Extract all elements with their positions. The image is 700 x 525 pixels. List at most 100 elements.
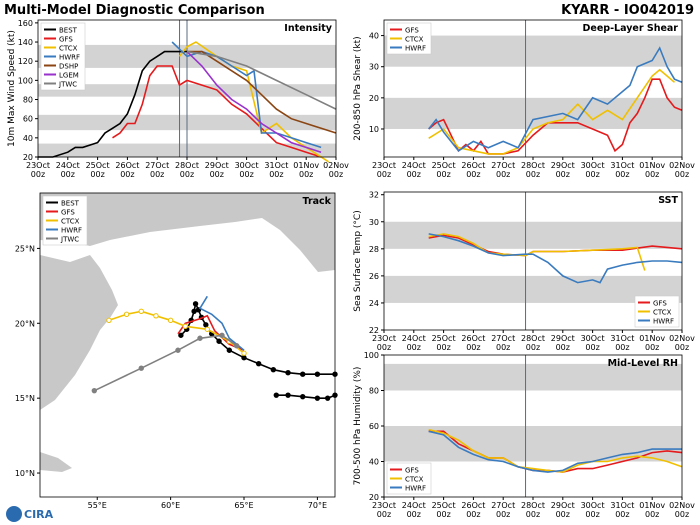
x-tick-label: 28Oct 00z [521,161,545,179]
legend-label: GFS [61,209,75,217]
series-marker [270,367,277,373]
y-tick-label: 20 [23,153,33,162]
x-tick-label: 24Oct 00z [402,501,426,519]
x-tick-label: 23Oct 00z [372,501,396,519]
legend-label: BEST [59,27,78,35]
y-tick-label: 40 [23,134,33,143]
x-tick-label: 01Nov 00z [639,161,665,179]
series-marker [314,371,321,377]
series-marker [241,350,247,356]
series-marker [167,317,174,323]
legend-label: JTWC [58,81,77,89]
series-marker [203,322,209,328]
x-tick-label: 24Oct 00z [402,161,426,179]
x-tick-label: 31Oct 00z [610,161,634,179]
x-tick-label: 30Oct 00z [581,501,605,519]
x-tick-label: 02Nov 00z [323,161,349,179]
series-marker [219,332,225,338]
series-marker [138,365,144,371]
series-marker [285,370,291,376]
y-tick-label: 80 [369,387,379,396]
x-tick-label: 29Oct 00z [551,334,575,352]
logo: CIRA [24,508,54,521]
series-line [186,51,322,153]
y-tick-label: 10 [369,125,379,134]
series-marker [324,395,331,401]
series-marker [91,387,98,394]
y-tick-label: 20°N [15,319,35,328]
x-tick-label: 28Oct 00z [521,334,545,352]
series-line [171,41,322,149]
x-tick-label: 01Nov 00z [639,501,665,519]
x-tick-label: 23Oct 00z [372,161,396,179]
x-tick-label: 28Oct 00z [521,501,545,519]
panel-title: SST [658,195,678,206]
panel-title: Track [303,196,332,207]
series-line [187,50,337,134]
legend-label: CTCX [405,36,424,44]
y-tick-label: 100 [364,351,379,360]
x-tick-label: 27Oct 00z [491,334,515,352]
legend-label: GFS [59,36,73,44]
y-tick-label: 30 [369,218,379,227]
series-line [186,50,337,110]
page-title: Multi-Model Diagnostic Comparison [4,3,265,18]
land [40,452,72,472]
y-axis-label: 700-500 hPa Humidity (%) [353,367,363,486]
x-tick-label: 31Oct 00z [610,334,634,352]
series-marker [182,323,188,329]
band [384,221,682,249]
x-tick-label: 02Nov 00z [669,161,695,179]
series-marker [273,392,279,398]
x-tick-label: 30Oct 00z [235,161,259,179]
series-marker [175,347,181,353]
legend-label: DSHP [59,63,78,71]
y-tick-label: 20 [369,94,379,103]
y-tick-label: 60 [23,115,33,124]
legend-label: CTCX [405,476,424,484]
series-marker [197,335,203,341]
x-tick-label: 30Oct 00z [581,334,605,352]
y-tick-label: 15°N [15,394,35,403]
x-tick-label: 29Oct 00z [551,501,575,519]
y-tick-label: 26 [369,272,379,281]
x-tick-label: 70°E [308,501,327,510]
y-tick-label: 60 [369,422,379,431]
series-line [112,65,322,158]
series-line [428,68,676,155]
x-tick-label: 27Oct 00z [145,161,169,179]
panel-title: Deep-Layer Shear [583,23,679,34]
x-tick-label: 23Oct 00z [26,161,50,179]
legend-label: HWRF [59,54,80,62]
y-tick-label: 100 [18,76,33,85]
x-tick-label: 31Oct 00z [610,501,634,519]
y-axis-label: Sea Surface Temp (°C) [353,210,363,311]
series-marker [314,395,321,401]
x-tick-label: 24Oct 00z [402,334,426,352]
series-marker [153,313,159,319]
series-marker [233,343,240,349]
legend-label: CTCX [59,45,78,53]
legend-label: JTWC [60,236,79,244]
panel: 23Oct 00z 24Oct 00z 25Oct 00z 26Oct 00z 27Oct 00z… [353,19,695,179]
legend-label: LGEM [59,72,79,80]
y-tick-label: 30 [369,63,379,72]
x-tick-label: 25Oct 00z [86,161,110,179]
x-tick-label: 55°E [88,501,107,510]
y-tick-label: 32 [369,191,379,200]
series-marker [285,392,291,398]
legend-label: HWRF [405,485,426,493]
x-tick-label: 25Oct 00z [432,334,456,352]
series-marker [241,355,247,361]
x-tick-label: 25Oct 00z [432,161,456,179]
x-tick-label: 30Oct 00z [581,161,605,179]
x-tick-label: 29Oct 00z [205,161,229,179]
series-marker [226,347,233,353]
x-tick-label: 29Oct 00z [551,161,575,179]
series-marker [300,371,306,377]
series-line [93,334,238,392]
y-tick-label: 25°N [15,244,35,253]
panel: 23Oct 00z 24Oct 00z 25Oct 00z 26Oct 00z 27Oct 00z… [353,191,695,352]
y-tick-label: 28 [369,245,379,254]
